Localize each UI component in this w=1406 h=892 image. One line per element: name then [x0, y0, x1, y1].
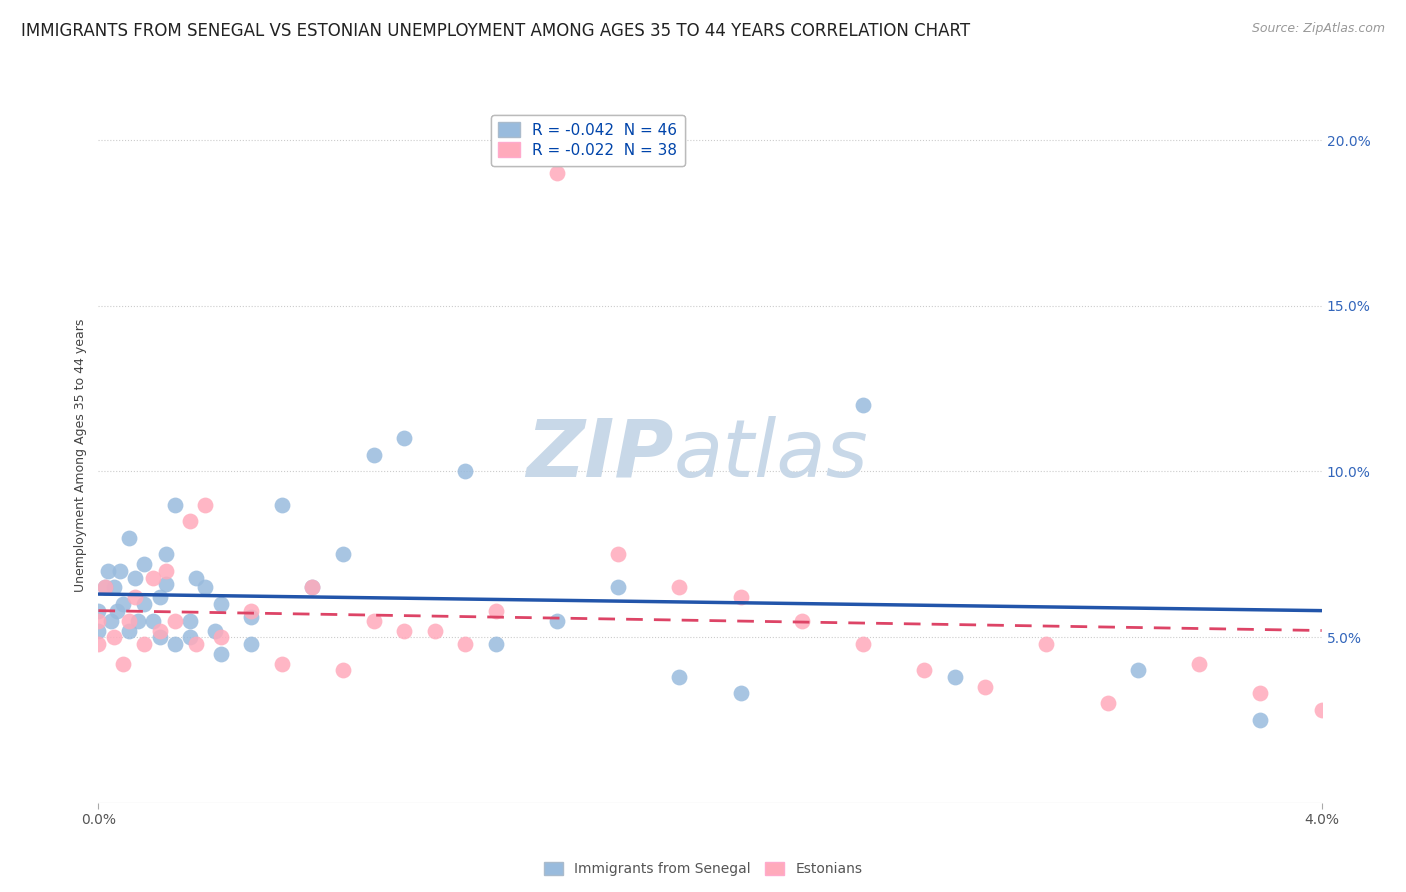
- Point: [149, 630, 172, 644]
- Point: [423, 624, 446, 638]
- Point: [1128, 663, 1150, 677]
- Point: [607, 547, 630, 561]
- Point: [124, 591, 146, 605]
- Point: [118, 531, 141, 545]
- Point: [790, 614, 813, 628]
- Point: [127, 614, 149, 628]
- Point: [668, 581, 690, 595]
- Point: [194, 498, 217, 512]
- Point: [730, 591, 752, 605]
- Point: [1035, 637, 1057, 651]
- Point: [103, 630, 125, 644]
- Point: [163, 614, 186, 628]
- Point: [118, 614, 141, 628]
- Point: [186, 637, 208, 651]
- Point: [270, 657, 294, 671]
- Point: [111, 657, 134, 671]
- Point: [1097, 697, 1119, 711]
- Text: IMMIGRANTS FROM SENEGAL VS ESTONIAN UNEMPLOYMENT AMONG AGES 35 TO 44 YEARS CORRE: IMMIGRANTS FROM SENEGAL VS ESTONIAN UNEM…: [21, 22, 970, 40]
- Point: [111, 597, 134, 611]
- Point: [155, 577, 177, 591]
- Point: [134, 558, 156, 572]
- Point: [87, 604, 110, 618]
- Point: [179, 614, 201, 628]
- Point: [485, 604, 508, 618]
- Point: [142, 570, 165, 584]
- Point: [454, 465, 477, 479]
- Legend: R = -0.042  N = 46, R = -0.022  N = 38: R = -0.042 N = 46, R = -0.022 N = 38: [491, 115, 685, 166]
- Point: [301, 581, 323, 595]
- Point: [240, 637, 263, 651]
- Point: [186, 570, 208, 584]
- Point: [93, 581, 115, 595]
- Point: [124, 570, 146, 584]
- Text: atlas: atlas: [673, 416, 868, 494]
- Point: [363, 614, 385, 628]
- Point: [912, 663, 935, 677]
- Point: [332, 663, 354, 677]
- Text: Source: ZipAtlas.com: Source: ZipAtlas.com: [1251, 22, 1385, 36]
- Point: [100, 614, 122, 628]
- Point: [730, 686, 752, 700]
- Point: [149, 591, 172, 605]
- Point: [163, 637, 186, 651]
- Point: [87, 637, 110, 651]
- Point: [301, 581, 323, 595]
- Point: [134, 637, 156, 651]
- Point: [392, 624, 416, 638]
- Point: [485, 637, 508, 651]
- Point: [142, 614, 165, 628]
- Point: [607, 581, 630, 595]
- Point: [97, 564, 120, 578]
- Point: [852, 637, 875, 651]
- Point: [204, 624, 226, 638]
- Point: [87, 614, 110, 628]
- Text: ZIP: ZIP: [526, 416, 673, 494]
- Point: [108, 564, 131, 578]
- Point: [668, 670, 690, 684]
- Y-axis label: Unemployment Among Ages 35 to 44 years: Unemployment Among Ages 35 to 44 years: [75, 318, 87, 591]
- Point: [209, 597, 232, 611]
- Point: [149, 624, 172, 638]
- Point: [270, 498, 294, 512]
- Point: [546, 614, 568, 628]
- Point: [240, 604, 263, 618]
- Point: [155, 547, 177, 561]
- Legend: Immigrants from Senegal, Estonians: Immigrants from Senegal, Estonians: [540, 858, 866, 880]
- Point: [546, 166, 568, 180]
- Point: [1249, 686, 1271, 700]
- Point: [179, 514, 201, 528]
- Point: [209, 630, 232, 644]
- Point: [163, 498, 186, 512]
- Point: [194, 581, 217, 595]
- Point: [87, 624, 110, 638]
- Point: [943, 670, 966, 684]
- Point: [363, 448, 385, 462]
- Point: [1310, 703, 1333, 717]
- Point: [179, 630, 201, 644]
- Point: [332, 547, 354, 561]
- Point: [852, 398, 875, 412]
- Point: [240, 610, 263, 624]
- Point: [209, 647, 232, 661]
- Point: [454, 637, 477, 651]
- Point: [105, 604, 128, 618]
- Point: [392, 431, 416, 445]
- Point: [155, 564, 177, 578]
- Point: [118, 624, 141, 638]
- Point: [1249, 713, 1271, 727]
- Point: [93, 581, 115, 595]
- Point: [134, 597, 156, 611]
- Point: [974, 680, 997, 694]
- Point: [1188, 657, 1211, 671]
- Point: [103, 581, 125, 595]
